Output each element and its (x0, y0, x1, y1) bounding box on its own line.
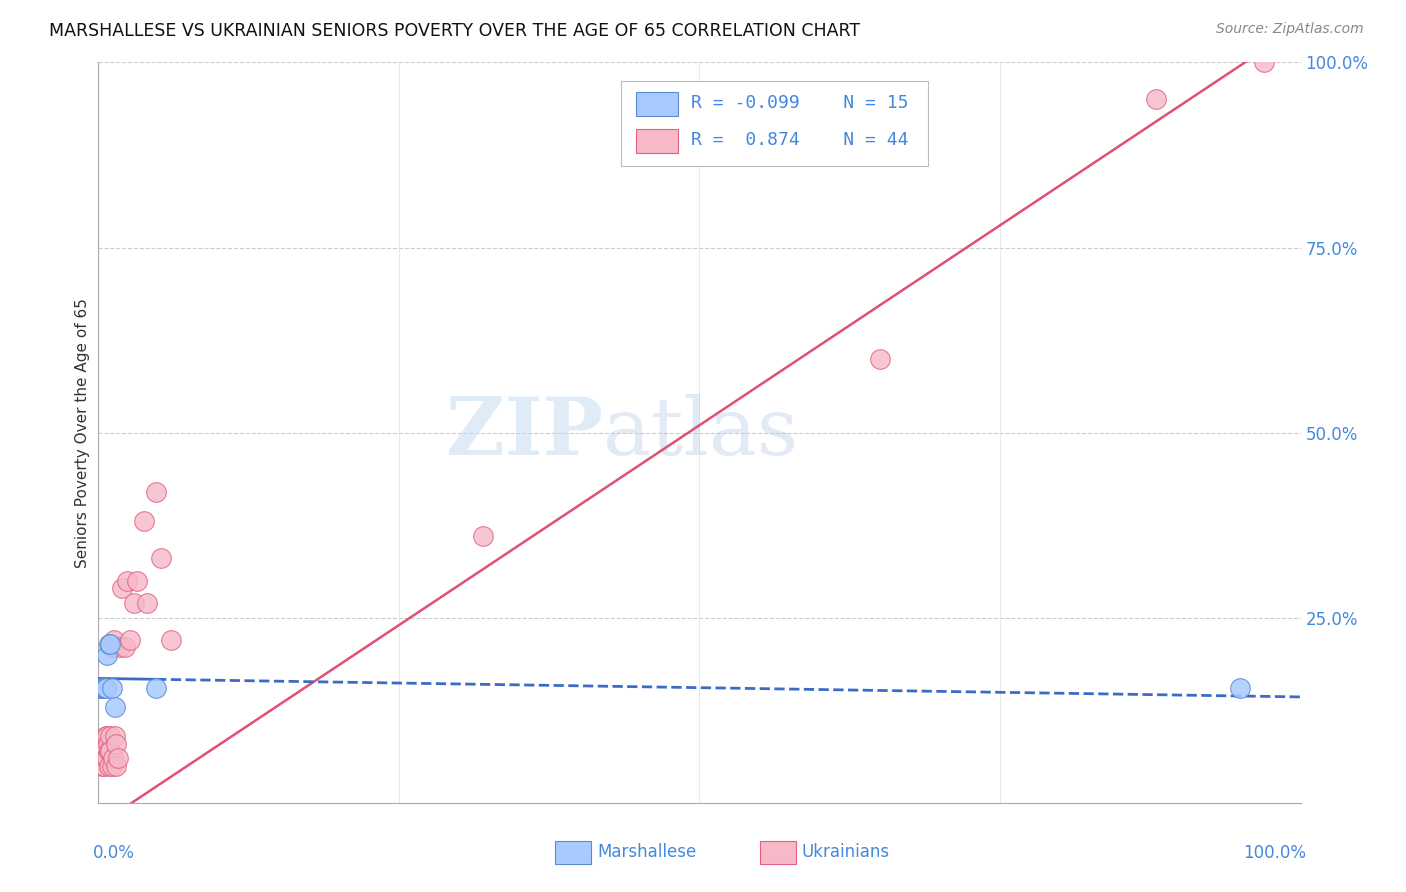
Point (1229, 681, 1251, 695)
Point (101, 640, 124, 655)
FancyBboxPatch shape (621, 81, 928, 166)
Text: 0.0%: 0.0% (93, 844, 135, 862)
Point (89, 744, 111, 758)
Text: R =  0.874    N = 44: R = 0.874 N = 44 (692, 131, 908, 149)
Point (135, 596, 157, 610)
Point (91, 681, 114, 695)
Text: R = -0.099    N = 15: R = -0.099 N = 15 (692, 95, 908, 112)
Point (96, 729, 118, 743)
Point (101, 751, 124, 765)
Point (94, 751, 117, 765)
Text: atlas: atlas (603, 393, 799, 472)
Bar (759, 841, 796, 863)
Point (132, 515, 155, 529)
Text: Marshallese: Marshallese (598, 843, 696, 861)
Point (98, 758, 121, 772)
Bar (636, 92, 678, 116)
Point (94, 681, 117, 695)
Y-axis label: Seniors Poverty Over the Age of 65: Seniors Poverty Over the Age of 65 (75, 298, 90, 567)
Point (125, 574, 148, 588)
Point (1253, 55, 1275, 70)
Point (97, 737, 120, 751)
Text: Ukrainians: Ukrainians (801, 843, 890, 861)
Point (103, 632, 125, 647)
Point (869, 351, 891, 366)
Point (105, 758, 128, 772)
Point (104, 699, 127, 714)
Point (472, 529, 495, 543)
Point (90, 737, 112, 751)
Point (111, 581, 134, 595)
Point (124, 596, 146, 610)
Point (145, 681, 167, 695)
Point (89, 681, 111, 695)
Point (159, 632, 181, 647)
Point (91, 681, 114, 695)
Point (104, 729, 127, 743)
Point (91, 744, 114, 758)
Point (96, 751, 118, 765)
Bar (555, 841, 592, 863)
Text: Source: ZipAtlas.com: Source: ZipAtlas.com (1216, 22, 1364, 37)
Point (100, 758, 122, 772)
Point (91, 681, 114, 695)
Point (94, 681, 117, 695)
Text: 100.0%: 100.0% (1243, 844, 1306, 862)
Point (93, 681, 115, 695)
Point (100, 744, 122, 758)
Point (149, 551, 172, 566)
Point (108, 640, 131, 655)
Point (96, 648, 118, 662)
Point (100, 637, 122, 651)
Point (90, 681, 112, 695)
Point (98, 744, 121, 758)
Text: ZIP: ZIP (446, 393, 603, 472)
Point (93, 737, 115, 751)
Point (145, 484, 167, 499)
Point (91, 758, 114, 772)
Point (114, 640, 136, 655)
Point (98, 637, 121, 651)
Point (94, 729, 117, 743)
Text: MARSHALLESE VS UKRAINIAN SENIORS POVERTY OVER THE AGE OF 65 CORRELATION CHART: MARSHALLESE VS UKRAINIAN SENIORS POVERTY… (49, 22, 860, 40)
Point (91, 737, 114, 751)
Point (91, 744, 114, 758)
Point (117, 574, 139, 588)
Point (90, 751, 112, 765)
Point (118, 632, 141, 647)
Point (89, 751, 111, 765)
Bar (636, 129, 678, 153)
Point (93, 758, 115, 772)
Point (100, 729, 122, 743)
Point (105, 737, 128, 751)
Point (91, 737, 114, 751)
Point (107, 751, 129, 765)
Point (100, 681, 122, 695)
Point (1144, 93, 1167, 107)
